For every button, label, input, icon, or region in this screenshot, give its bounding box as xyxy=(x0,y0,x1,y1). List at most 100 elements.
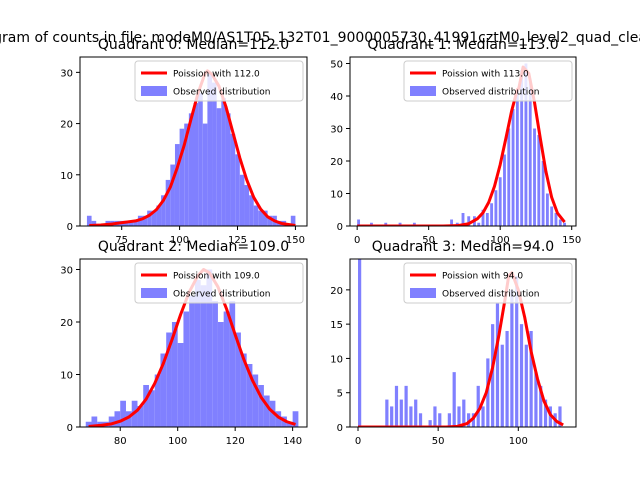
x-tick-label: 75 xyxy=(115,235,128,246)
histogram-bar xyxy=(292,411,299,427)
histogram-bar xyxy=(91,416,98,427)
histogram-bar xyxy=(170,164,175,226)
histogram-bar xyxy=(120,400,126,427)
histogram-bar xyxy=(390,406,394,427)
legend-patch-swatch xyxy=(410,86,436,96)
histogram-bar xyxy=(414,399,418,427)
legend-label: Poission with 109.0 xyxy=(173,272,260,282)
histogram-bar xyxy=(545,193,549,226)
histogram-bar xyxy=(252,374,259,427)
y-tick-label: 10 xyxy=(60,171,73,182)
histogram-bar xyxy=(206,269,213,427)
histogram-bar xyxy=(477,222,481,226)
histogram-bar xyxy=(520,70,524,226)
histogram-bar xyxy=(108,416,115,427)
histogram-bar xyxy=(137,406,144,427)
histogram-bar xyxy=(156,205,162,226)
histogram-bar xyxy=(160,353,167,427)
legend-label: Poission with 113.0 xyxy=(442,70,529,80)
histogram-bar xyxy=(240,353,247,427)
histogram-bar xyxy=(467,413,471,427)
histogram-bar xyxy=(221,97,226,226)
histogram-bar xyxy=(481,209,485,226)
histogram-bar xyxy=(510,289,514,427)
y-tick-label: 50 xyxy=(330,60,343,71)
histogram-bar xyxy=(418,413,423,427)
legend-patch-swatch xyxy=(141,86,167,96)
legend-label: Observed distribution xyxy=(173,88,270,98)
y-tick-label: 30 xyxy=(330,125,343,136)
y-tick-label: 30 xyxy=(60,266,73,277)
legend-box xyxy=(134,60,304,102)
plot-area xyxy=(357,63,566,226)
x-tick-label: 0 xyxy=(355,436,361,447)
histogram-bar xyxy=(262,210,268,226)
y-tick-label: 0 xyxy=(67,222,73,233)
histogram-bar xyxy=(229,301,236,427)
histogram-bar xyxy=(412,222,416,226)
legend-label: Observed distribution xyxy=(442,88,539,98)
histogram-bar xyxy=(399,399,403,427)
legend-label: Observed distribution xyxy=(173,290,270,300)
histogram-bar xyxy=(188,113,194,226)
histogram-bar xyxy=(249,195,254,226)
histogram-bar xyxy=(457,406,461,427)
histogram-bar xyxy=(541,161,545,226)
histogram-bar xyxy=(239,174,245,226)
x-tick-label: 100 xyxy=(168,436,187,447)
y-tick-label: 10 xyxy=(330,190,343,201)
legend-box xyxy=(403,60,573,102)
histogram-bar xyxy=(244,185,250,226)
histogram-bar xyxy=(558,219,562,226)
x-tick-label: 120 xyxy=(226,436,245,447)
histogram-bar xyxy=(151,210,157,226)
histogram-bar xyxy=(494,190,498,226)
y-tick-label: 0 xyxy=(67,423,73,434)
y-tick-label: 0 xyxy=(337,423,343,434)
subplot-title: Quadrant 0: Median=112.0 xyxy=(98,37,289,53)
x-tick-label: 80 xyxy=(114,436,127,447)
subplot-2: 80 100 120 140 0 10 20 30 Quadrant 2: Median=109… xyxy=(60,239,308,447)
histogram-bar xyxy=(447,413,451,427)
legend-box xyxy=(134,262,304,304)
histogram-bar xyxy=(495,303,500,427)
x-tick-label: 100 xyxy=(509,436,528,447)
histogram-bar xyxy=(290,215,296,226)
histogram-bar xyxy=(543,399,548,427)
histogram-bar xyxy=(174,144,180,226)
histogram-bar xyxy=(524,344,528,427)
histogram-bar xyxy=(511,109,515,226)
histogram-bar xyxy=(428,420,432,427)
histogram-bar xyxy=(258,210,263,226)
histogram-bar xyxy=(263,395,270,427)
subplot-title: Quadrant 3: Median=94.0 xyxy=(372,239,554,255)
histogram-bar xyxy=(481,406,485,427)
x-tick-label: 0 xyxy=(354,235,360,246)
histogram-bar xyxy=(235,332,241,427)
histogram-bar xyxy=(246,364,253,427)
legend-patch-swatch xyxy=(141,288,167,298)
histogram-bar xyxy=(550,206,554,226)
histogram-bar xyxy=(165,179,171,226)
histogram-bar xyxy=(491,324,495,427)
histogram-bar xyxy=(438,413,442,427)
histogram-bar xyxy=(467,216,471,226)
histogram-bar xyxy=(143,385,149,427)
y-tick-label: 30 xyxy=(60,68,73,79)
histogram-bar xyxy=(217,322,224,427)
y-tick-label: 15 xyxy=(330,320,343,331)
histogram-bar xyxy=(194,280,201,427)
legend-label: Observed distribution xyxy=(442,290,539,300)
histogram-bar xyxy=(529,331,533,427)
histogram-bar xyxy=(450,219,453,226)
histogram-bar xyxy=(409,406,413,427)
histogram-bar xyxy=(114,411,121,427)
subplot-title: Quadrant 2: Median=109.0 xyxy=(98,239,289,255)
subplot-3: 0 50 100 0 5 10 15 20 Quadrant 3: Median=94.0 Poi… xyxy=(330,239,577,447)
histogram-bar xyxy=(461,213,465,226)
histogram-bar xyxy=(558,406,562,427)
histogram-bar xyxy=(166,332,172,427)
plot-area xyxy=(358,259,564,427)
histogram-bar xyxy=(267,215,273,226)
